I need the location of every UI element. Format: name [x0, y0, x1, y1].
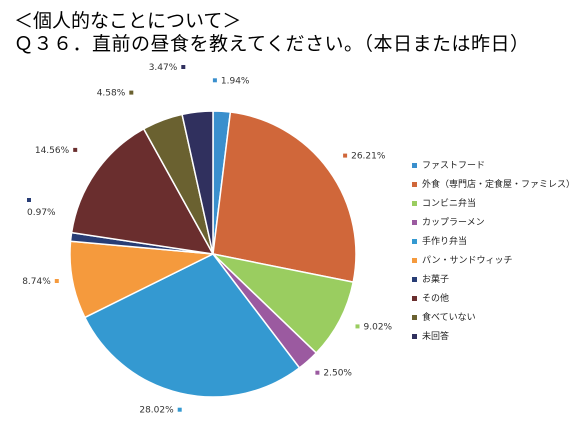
percent-label-slice-6: 8.74%: [22, 277, 51, 287]
pie-slice-8: [70, 127, 215, 255]
legend-label-slice-5: 手作り弁当: [422, 235, 467, 247]
percent-label-slice-4: 2.50%: [323, 369, 352, 379]
percent-label-slice-5: 28.02%: [139, 406, 174, 416]
percent-label-slice-10: 3.47%: [149, 63, 178, 73]
legend-swatch-slice-2: [412, 182, 417, 187]
title-block: ＜個人的なことについて＞ Ｑ３６．直前の昼食を教えてください。（本日または昨日）: [14, 10, 529, 56]
legend-label-slice-2: 外食（専門店・定食屋・ファミレス）: [422, 178, 575, 190]
percent-label-slice-8: 14.56%: [35, 146, 70, 156]
percent-label-slice-2: 26.21%: [351, 152, 386, 162]
question-title: Ｑ３６．直前の昼食を教えてください。（本日または昨日）: [14, 33, 530, 55]
legend-label-slice-4: カップラーメン: [422, 217, 485, 228]
label-marker-slice-8: [73, 147, 78, 152]
percent-label-slice-7: 0.97%: [27, 208, 56, 218]
legend-label-slice-1: ファストフード: [422, 161, 485, 171]
legend-swatch-slice-10: [412, 334, 417, 339]
legend-label-slice-8: その他: [422, 292, 449, 304]
section-title: ＜個人的なことについて＞: [14, 10, 242, 32]
pie-slice-2: [212, 111, 357, 283]
label-marker-slice-5: [177, 407, 182, 412]
legend-swatch-slice-9: [412, 315, 417, 320]
percent-label-slice-9: 4.58%: [97, 89, 126, 99]
pie-slice-10: [181, 110, 214, 255]
percent-label-slice-1: 1.94%: [221, 76, 250, 86]
label-marker-slice-6: [54, 279, 59, 283]
label-marker-slice-1: [212, 78, 217, 83]
legend-swatch-slice-1: [412, 163, 417, 168]
legend-swatch-slice-5: [412, 239, 417, 244]
legend-swatch-slice-7: [412, 277, 417, 282]
legend-label-slice-6: パン・サンドウィッチ: [422, 255, 512, 266]
label-marker-slice-4: [315, 370, 320, 375]
label-marker-slice-7: [27, 198, 31, 202]
pie-slice-5: [83, 253, 301, 398]
legend-swatch-slice-6: [412, 258, 417, 263]
label-marker-slice-9: [129, 90, 134, 95]
legend-label-slice-9: 食べていない: [422, 311, 476, 323]
pie-slices: [69, 110, 357, 398]
legend-label-slice-10: 未回答: [422, 330, 449, 342]
label-marker-slice-3: [355, 324, 360, 329]
percent-label-slice-3: 9.02%: [364, 322, 393, 332]
legend-swatch-slice-8: [412, 296, 417, 301]
legend-swatch-slice-3: [412, 201, 417, 206]
legend-label-slice-7: お菓子: [422, 273, 449, 285]
percentage-labels: 1.94% 26.21% 9.02% 2.50% 28.02% 8.74% 0.97% 14.…: [22, 63, 392, 416]
pie-slice-3: [210, 252, 355, 355]
label-marker-slice-2: [343, 153, 348, 158]
legend-swatch-slice-4: [412, 220, 417, 225]
legend-label-slice-3: コンビニ弁当: [422, 197, 476, 209]
label-marker-slice-10: [181, 65, 186, 69]
